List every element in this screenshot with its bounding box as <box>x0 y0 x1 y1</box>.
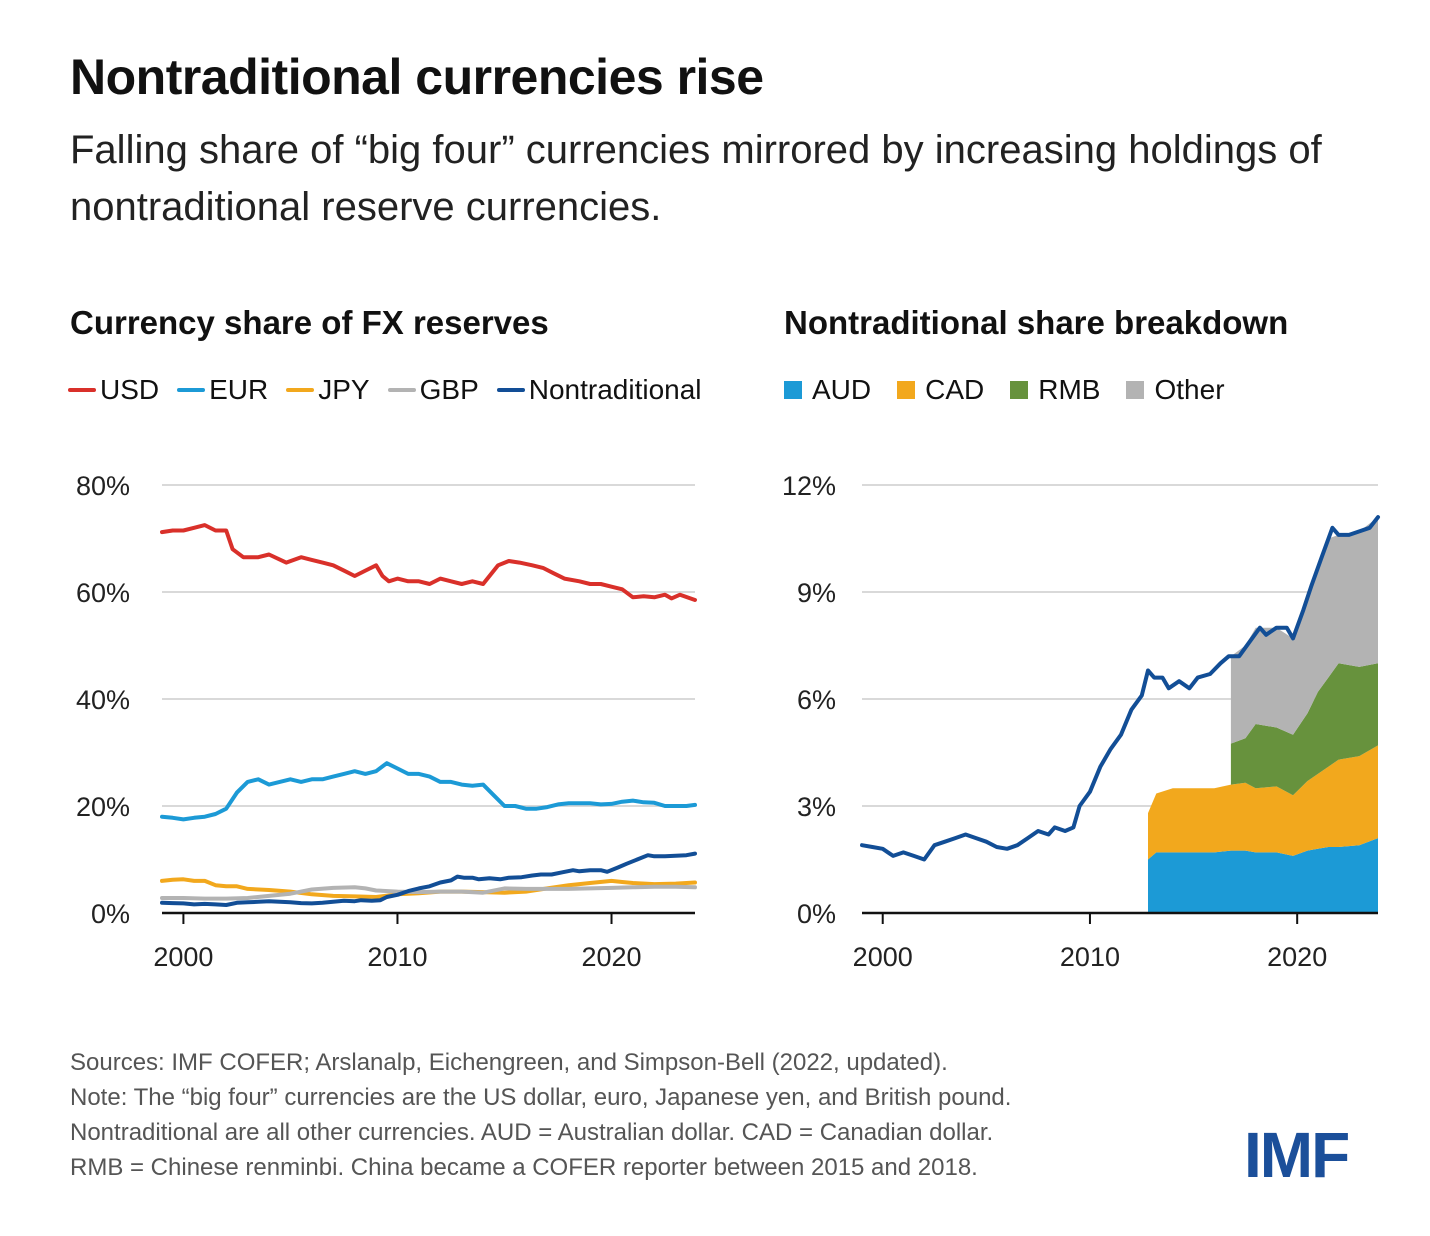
legend-label: GBP <box>419 374 479 405</box>
right-ytick-label: 3% <box>797 792 836 822</box>
notes: Sources: IMF COFER; Arslanalp, Eichengre… <box>70 1045 1011 1185</box>
area-aud <box>1148 838 1378 913</box>
left-ytick-label: 20% <box>76 792 130 822</box>
left-legend: USD EUR JPY GBP Nontraditional <box>68 374 702 406</box>
right-xtick-label: 2020 <box>1267 942 1327 972</box>
right-ytick-label: 12% <box>782 471 836 501</box>
line-nontraditional <box>160 851 697 907</box>
left-ytick-label: 80% <box>76 471 130 501</box>
area-cad <box>1148 745 1378 860</box>
legend-label: CAD <box>925 374 985 405</box>
legend-line <box>496 388 525 392</box>
left-ytick-label: 0% <box>91 899 130 929</box>
note-line: Nontraditional are all other currencies.… <box>70 1119 994 1146</box>
left-xtick-label: 2000 <box>153 942 213 972</box>
right-ytick-label: 6% <box>797 685 836 715</box>
note-line: Note: The “big four” currencies are the … <box>70 1084 1012 1111</box>
area-rmb <box>1230 663 1378 796</box>
legend-label: EUR <box>209 374 269 405</box>
legend-line <box>286 388 315 392</box>
legend-label: JPY <box>318 374 370 405</box>
legend-item-cad: CAD <box>897 374 984 406</box>
right-xtick-label: 2010 <box>1060 942 1120 972</box>
line-usd <box>160 523 697 602</box>
left-ytick-label: 40% <box>76 685 130 715</box>
legend-item-rmb: RMB <box>1010 374 1100 406</box>
legend-line <box>177 388 206 392</box>
legend-item-aud: AUD <box>784 374 871 406</box>
sources-note: Sources: IMF COFER; Arslanalp, Eichengre… <box>70 1049 948 1076</box>
right-ytick-label: 0% <box>797 899 836 929</box>
right-ytick-label: 9% <box>797 578 836 608</box>
legend-line <box>387 388 416 392</box>
legend-item-jpy: JPY <box>286 374 370 406</box>
area-other <box>1230 517 1378 744</box>
legend-label: Other <box>1154 374 1225 405</box>
left-chart-title: Currency share of FX reserves <box>70 304 549 341</box>
legend-item-gbp: GBP <box>387 374 479 406</box>
legend-item-usd: USD <box>68 374 159 406</box>
line-eur <box>160 761 697 822</box>
legend-label: Nontraditional <box>528 374 702 405</box>
left-ytick-label: 60% <box>76 578 130 608</box>
legend-label: USD <box>100 374 160 405</box>
legend-item-other: Other <box>1126 374 1225 406</box>
note-line: RMB = Chinese renminbi. China became a C… <box>70 1154 978 1181</box>
left-xtick-label: 2010 <box>367 942 427 972</box>
legend-label: RMB <box>1038 374 1101 405</box>
legend-item-nontraditional: Nontraditional <box>496 374 702 406</box>
legend-swatch <box>897 381 916 399</box>
line-nontraditional-total <box>860 515 1380 862</box>
right-chart-title: Nontraditional share breakdown <box>784 304 1289 341</box>
legend-line <box>68 388 96 392</box>
right-xtick-label: 2000 <box>853 942 913 972</box>
legend-swatch <box>1126 381 1145 399</box>
right-legend: AUD CAD RMB Other <box>784 374 1225 406</box>
line-gbp <box>160 884 697 901</box>
legend-label: AUD <box>812 374 872 405</box>
left-xtick-label: 2020 <box>581 942 641 972</box>
legend-item-eur: EUR <box>177 374 268 406</box>
legend-swatch <box>784 381 802 399</box>
page-subtitle: Falling share of “big four” currencies m… <box>70 128 1322 229</box>
page-title: Nontraditional currencies rise <box>70 49 764 105</box>
imf-logo: IMF <box>1244 1119 1350 1191</box>
legend-swatch <box>1010 381 1029 399</box>
